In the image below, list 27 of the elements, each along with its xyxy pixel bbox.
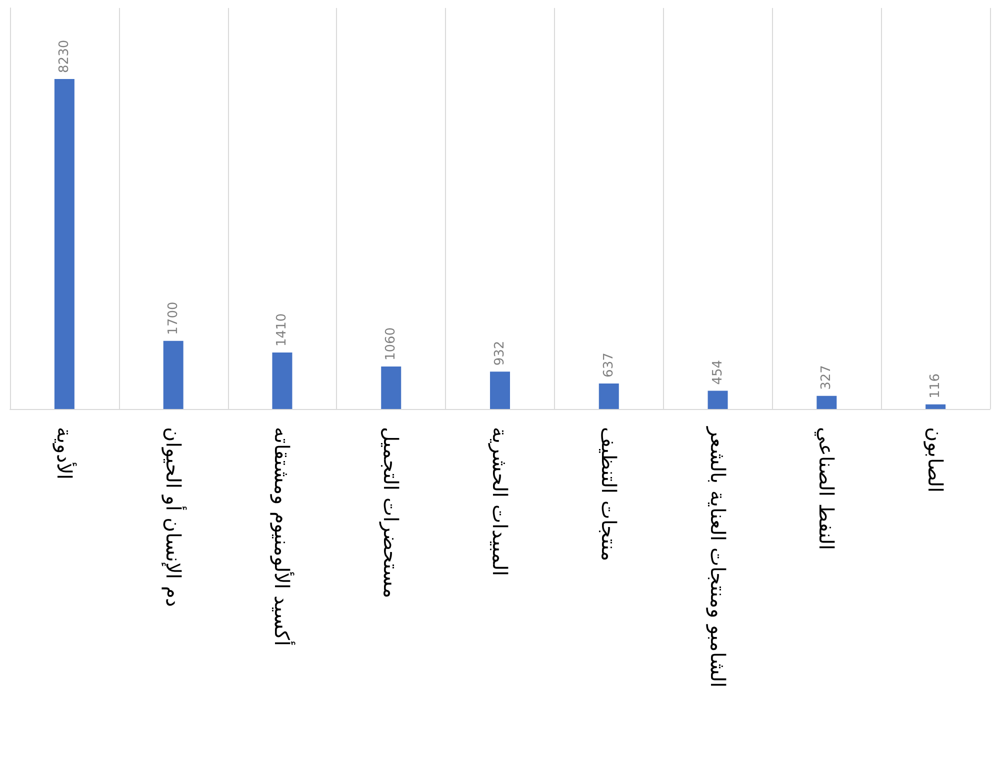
x-tick-label: الشامبو ومنتجات العناية بالشعر bbox=[706, 426, 730, 688]
data-label: 932 bbox=[492, 340, 508, 366]
bar bbox=[598, 383, 619, 409]
x-tick-label: مستحضرات التجميل bbox=[379, 427, 404, 598]
data-label: 1060 bbox=[384, 327, 399, 360]
x-tick-label: أكسيد الألومنيوم ومشتقاته bbox=[270, 427, 296, 647]
x-tick-label: الصابون bbox=[924, 427, 948, 493]
data-label: 637 bbox=[601, 352, 616, 378]
x-tick-label: دم الإنسان أو الحيوان bbox=[160, 427, 188, 608]
bar bbox=[926, 404, 946, 409]
bar bbox=[816, 396, 837, 409]
x-tick-label: منتجات التنظيف bbox=[596, 427, 621, 562]
data-label: 1700 bbox=[166, 302, 181, 335]
data-label: 327 bbox=[819, 365, 834, 390]
data-label: 454 bbox=[710, 360, 726, 385]
bar bbox=[381, 366, 402, 409]
x-tick-label: المبيدات الحشرية bbox=[488, 427, 512, 576]
x-tick-label: الأدوية bbox=[52, 427, 78, 480]
x-tick-label: النفط الصناعي bbox=[814, 427, 839, 550]
data-label: 8230 bbox=[56, 40, 72, 73]
bar bbox=[708, 390, 728, 409]
bar bbox=[54, 78, 74, 409]
data-label: 116 bbox=[928, 374, 944, 398]
bar bbox=[490, 372, 510, 409]
bar bbox=[272, 352, 292, 409]
data-label: 1410 bbox=[274, 313, 290, 346]
bar bbox=[163, 340, 184, 409]
